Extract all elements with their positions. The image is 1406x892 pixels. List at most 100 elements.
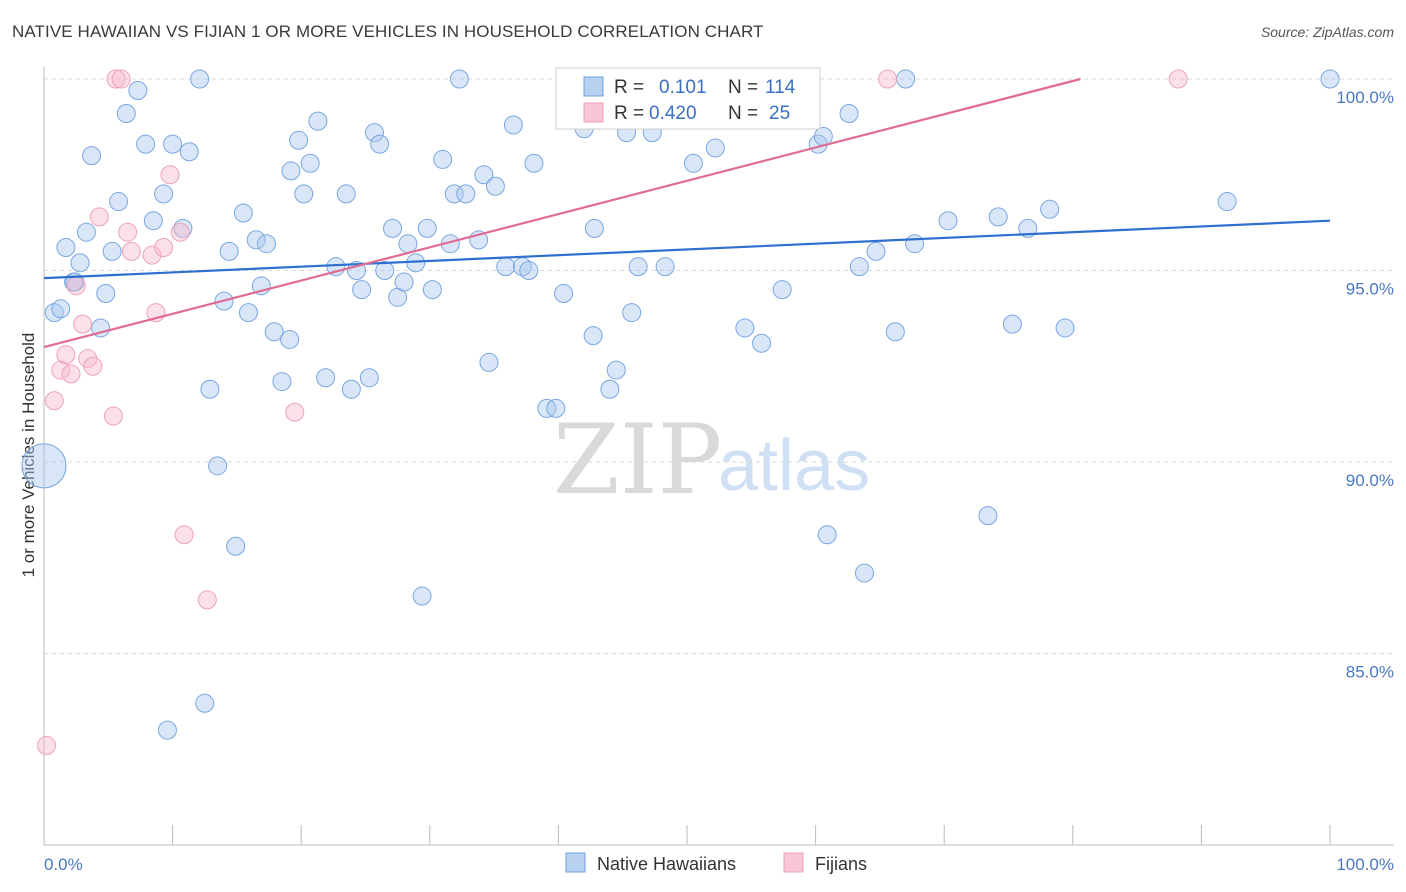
data-point-native-hawaiians xyxy=(336,184,356,204)
data-point-native-hawaiians xyxy=(264,322,284,342)
data-point-native-hawaiians xyxy=(300,153,320,173)
data-point-native-hawaiians xyxy=(444,184,464,204)
data-point-native-hawaiians xyxy=(21,443,67,489)
data-point-fijians xyxy=(174,525,194,545)
data-point-native-hawaiians xyxy=(76,222,96,242)
series-legend: Native Hawaiians Fijians xyxy=(565,852,867,874)
data-point-native-hawaiians xyxy=(200,379,220,399)
data-point-native-hawaiians xyxy=(622,303,642,323)
data-point-native-hawaiians xyxy=(905,234,925,254)
series-legend-label-fijians: Fijians xyxy=(815,854,867,874)
legend-n-value-1: 114 xyxy=(765,77,796,98)
data-point-fijians xyxy=(142,245,162,265)
data-point-native-hawaiians xyxy=(813,126,833,146)
legend-r-value-2: 0.420 xyxy=(649,103,697,124)
trend-line-native-hawaiians xyxy=(43,219,1331,280)
y-tick-label: 85.0% xyxy=(1346,663,1394,682)
data-point-native-hawaiians xyxy=(1217,192,1237,212)
data-point-native-hawaiians xyxy=(554,283,574,303)
data-point-native-hawaiians xyxy=(433,149,453,169)
data-point-native-hawaiians xyxy=(817,525,837,545)
y-tick-label: 95.0% xyxy=(1346,280,1394,299)
data-point-fijians xyxy=(106,69,126,89)
data-point-native-hawaiians xyxy=(190,69,210,89)
source-credit: Source: ZipAtlas.com xyxy=(1260,24,1394,40)
watermark: ZIP atlas xyxy=(553,404,870,516)
data-point-fijians xyxy=(66,276,86,296)
data-point-fijians xyxy=(160,165,180,185)
data-point-native-hawaiians xyxy=(281,161,301,181)
y-axis-label: 1 or more Vehicles in Household xyxy=(19,333,38,578)
data-point-native-hawaiians xyxy=(82,146,102,166)
data-point-native-hawaiians xyxy=(583,326,603,346)
data-point-fijians xyxy=(83,356,103,376)
data-point-native-hawaiians xyxy=(128,80,148,100)
data-point-native-hawaiians xyxy=(394,272,414,292)
data-point-native-hawaiians xyxy=(246,230,266,250)
data-point-native-hawaiians xyxy=(109,192,129,212)
data-point-native-hawaiians xyxy=(705,138,725,158)
data-point-native-hawaiians xyxy=(938,211,958,231)
data-point-native-hawaiians xyxy=(885,322,905,342)
data-point-native-hawaiians xyxy=(91,318,111,338)
data-point-native-hawaiians xyxy=(226,536,246,556)
data-point-native-hawaiians xyxy=(289,130,309,150)
data-point-native-hawaiians xyxy=(1018,218,1038,238)
data-point-native-hawaiians xyxy=(839,103,859,123)
data-point-native-hawaiians xyxy=(375,261,395,280)
data-point-fijians xyxy=(51,360,71,380)
data-point-native-hawaiians xyxy=(546,398,566,418)
data-point-native-hawaiians xyxy=(772,280,792,300)
data-point-native-hawaiians xyxy=(341,379,361,399)
y-tick-label: 90.0% xyxy=(1346,471,1394,490)
data-point-fijians xyxy=(878,69,898,89)
data-point-native-hawaiians xyxy=(116,103,136,123)
data-point-native-hawaiians xyxy=(412,586,432,606)
data-point-native-hawaiians xyxy=(417,218,437,238)
watermark-atlas: atlas xyxy=(718,426,870,506)
series-legend-swatch-pink xyxy=(783,852,804,873)
data-point-fijians xyxy=(154,238,174,258)
data-point-native-hawaiians xyxy=(1055,318,1075,338)
data-point-fijians xyxy=(118,222,138,242)
data-point-native-hawaiians xyxy=(294,184,314,204)
axes xyxy=(43,67,1394,846)
data-point-native-hawaiians xyxy=(370,134,390,154)
data-point-native-hawaiians xyxy=(179,142,199,162)
data-point-fijians xyxy=(285,402,305,422)
data-point-fijians xyxy=(56,345,76,365)
data-point-fijians xyxy=(103,406,123,426)
data-point-native-hawaiians xyxy=(398,234,418,254)
legend-r-value-1: 0.101 xyxy=(659,77,707,98)
data-point-native-hawaiians xyxy=(655,257,675,277)
data-point-native-hawaiians xyxy=(849,257,869,277)
data-point-fijians xyxy=(73,314,93,334)
x-tick-labels: 0.0% 100.0% xyxy=(44,855,1394,874)
data-point-native-hawaiians xyxy=(606,360,626,380)
legend-swatch-pink xyxy=(583,102,604,123)
data-point-fijians xyxy=(111,69,131,89)
data-point-native-hawaiians xyxy=(233,203,253,223)
data-point-native-hawaiians xyxy=(1040,199,1060,219)
legend-n-value-2: 25 xyxy=(769,103,790,124)
data-point-native-hawaiians xyxy=(1002,314,1022,334)
data-point-native-hawaiians xyxy=(280,329,300,349)
data-point-fijians xyxy=(197,590,217,610)
series-legend-swatch-blue xyxy=(565,852,586,873)
data-point-native-hawaiians xyxy=(866,241,886,261)
data-point-native-hawaiians xyxy=(316,368,336,388)
data-point-native-hawaiians xyxy=(479,352,499,372)
data-point-native-hawaiians xyxy=(474,165,494,185)
trend-lines xyxy=(43,77,1331,349)
data-point-native-hawaiians xyxy=(195,693,215,713)
data-point-native-hawaiians xyxy=(978,506,998,526)
data-point-fijians xyxy=(44,391,64,411)
stats-legend: R = 0.101 N = 114 R = 0.420 N = 25 xyxy=(555,67,821,130)
data-point-native-hawaiians xyxy=(383,218,403,238)
data-point-native-hawaiians xyxy=(896,69,916,89)
legend-n-label-2: N = xyxy=(728,103,758,124)
legend-n-label-1: N = xyxy=(728,77,758,98)
data-point-native-hawaiians xyxy=(456,184,476,204)
data-point-native-hawaiians xyxy=(163,134,183,154)
gridlines xyxy=(44,78,1394,654)
